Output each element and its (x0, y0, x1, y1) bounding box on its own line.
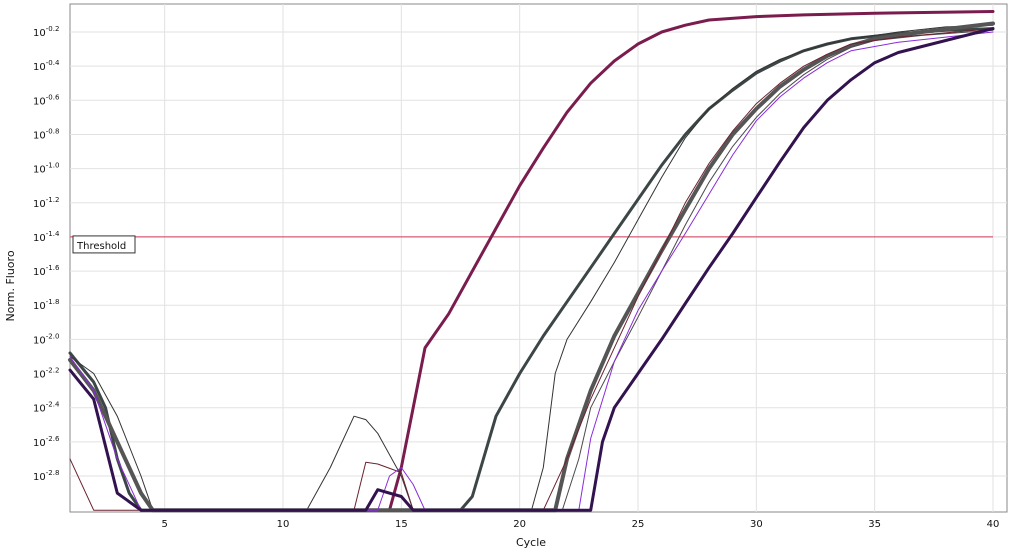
y-tick-base: 10 (33, 62, 46, 73)
y-tick-label: 10-0.6 (33, 93, 60, 107)
plot-background (69, 3, 1008, 513)
y-tick-exponent: -2.8 (46, 469, 60, 477)
y-tick-base: 10 (33, 199, 46, 210)
x-tick-label: 5 (161, 519, 167, 530)
y-tick-label: 10-0.4 (33, 59, 60, 73)
x-axis-ticks: 5 10 15 20 25 30 35 40 (161, 519, 999, 530)
y-tick-label: 10-2.4 (33, 401, 60, 415)
y-tick-label: 10-2.8 (33, 469, 59, 483)
y-tick-base: 10 (33, 438, 46, 449)
x-tick-label: 20 (513, 519, 526, 530)
x-tick-label: 15 (395, 519, 408, 530)
y-tick-exponent: -2.2 (46, 367, 60, 375)
threshold: Threshold (70, 235, 993, 254)
x-tick-label: 35 (868, 519, 881, 530)
y-tick-label: 10-2.0 (33, 332, 59, 346)
y-tick-base: 10 (33, 233, 46, 244)
y-tick-label: 10-2.6 (33, 435, 60, 449)
series-line-5 (561, 29, 994, 511)
y-tick-base: 10 (33, 28, 46, 39)
x-axis-title: Cycle (516, 536, 546, 549)
y-axis-ticks: 10-0.210-0.410-0.610-0.810-1.010-1.210-1… (33, 25, 60, 483)
series-line-8 (68, 27, 995, 512)
y-tick-label: 10-0.2 (33, 25, 59, 39)
y-tick-label: 10-1.2 (33, 196, 59, 210)
y-tick-exponent: -1.2 (46, 196, 60, 204)
y-tick-exponent: -1.6 (46, 264, 60, 272)
series-line-1 (388, 10, 995, 512)
series-line-7 (69, 31, 994, 511)
x-tick-label: 40 (987, 519, 1000, 530)
x-tick-label: 10 (277, 519, 290, 530)
y-axis-title: Norm. Fluoro (4, 250, 17, 321)
y-tick-label: 10-1.8 (33, 298, 59, 312)
y-tick-label: 10-0.8 (33, 127, 59, 141)
y-tick-exponent: -1.0 (46, 162, 60, 170)
grid (70, 4, 1007, 512)
x-tick-label: 30 (750, 519, 763, 530)
x-tick-label: 25 (632, 519, 645, 530)
y-tick-exponent: -0.8 (46, 127, 60, 135)
y-tick-exponent: -0.4 (46, 59, 60, 67)
y-tick-label: 10-1.4 (33, 230, 60, 244)
y-tick-exponent: -0.6 (46, 93, 60, 101)
y-tick-label: 10-1.6 (33, 264, 60, 278)
y-tick-exponent: -2.6 (46, 435, 60, 443)
y-tick-exponent: -1.4 (46, 230, 60, 238)
y-tick-base: 10 (33, 301, 46, 312)
y-tick-exponent: -2.4 (46, 401, 60, 409)
y-tick-base: 10 (33, 165, 46, 176)
y-tick-label: 10-1.0 (33, 162, 59, 176)
threshold-label-box[interactable] (72, 235, 136, 254)
y-tick-base: 10 (33, 370, 46, 381)
y-tick-label: 10-2.2 (33, 367, 59, 381)
threshold-label: Threshold (76, 241, 126, 252)
series-lines (68, 10, 995, 513)
y-tick-base: 10 (33, 130, 46, 141)
y-tick-base: 10 (33, 96, 46, 107)
y-tick-base: 10 (33, 472, 46, 483)
series-line-6 (69, 28, 994, 511)
y-tick-exponent: -1.8 (46, 298, 60, 306)
y-tick-exponent: -2.0 (46, 332, 60, 340)
y-tick-base: 10 (33, 335, 46, 346)
y-tick-base: 10 (33, 267, 46, 278)
y-tick-base: 10 (33, 404, 46, 415)
y-tick-exponent: -0.2 (46, 25, 60, 33)
